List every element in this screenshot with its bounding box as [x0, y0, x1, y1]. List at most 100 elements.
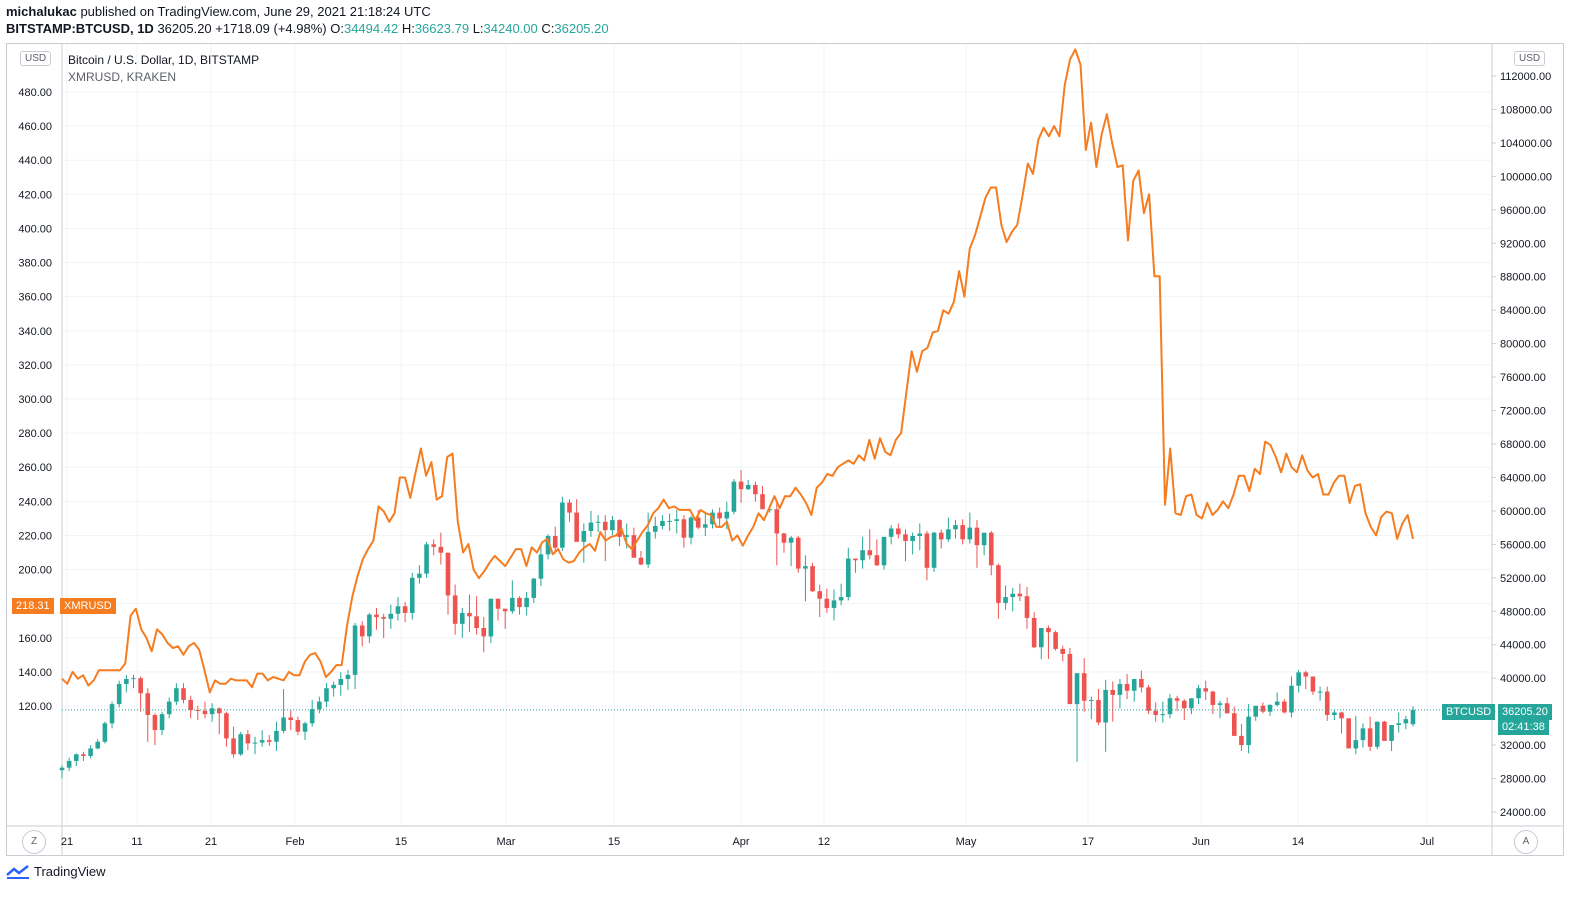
candle-body — [1181, 700, 1187, 709]
candle-body — [803, 566, 808, 569]
candle-body — [745, 484, 751, 490]
candle-body — [1239, 735, 1244, 746]
candle-body — [231, 738, 236, 755]
candle-body — [531, 578, 537, 598]
candle-body — [1046, 628, 1051, 633]
btc-candle — [181, 683, 186, 704]
btc-candle — [95, 739, 101, 750]
candle-body — [1253, 705, 1259, 717]
price-change: +1718.09 (+4.98%) — [215, 21, 327, 36]
btc-candle — [331, 681, 336, 697]
btc-candle — [138, 676, 143, 712]
candle-body — [402, 606, 408, 613]
right-tick-label: 92000.00 — [1500, 238, 1546, 250]
candle-body — [1360, 728, 1366, 741]
btc-candle — [581, 523, 587, 563]
btc-candle — [1253, 705, 1259, 721]
candle-body — [1153, 710, 1158, 715]
btc-candle — [574, 499, 579, 542]
btc-candle — [1081, 658, 1087, 712]
btc-candle — [731, 479, 737, 515]
close-value: 36205.20 — [554, 21, 609, 36]
candle-body — [1374, 721, 1380, 747]
candle-body — [1282, 701, 1287, 713]
time-tick-label: Jun — [1192, 836, 1210, 848]
btc-candle — [152, 713, 158, 746]
btc-candle — [974, 520, 980, 568]
grid-lines — [62, 44, 1492, 826]
btc-candle — [617, 519, 622, 547]
btc-candle — [238, 731, 244, 756]
time-tick-label: Apr — [732, 836, 749, 848]
candle-body — [116, 684, 122, 705]
left-unit-label[interactable]: USD — [20, 51, 52, 66]
btc-name-badge: BTCUSD — [1442, 704, 1496, 720]
author-name[interactable]: michalukac — [6, 4, 77, 19]
candle-body — [452, 595, 458, 624]
btc-candle — [788, 536, 794, 567]
footer-brand[interactable]: TradingView — [34, 864, 106, 879]
btc-candle — [946, 517, 951, 542]
candle-body — [774, 509, 780, 534]
btc-candle — [145, 688, 151, 742]
tradingview-logo-icon[interactable] — [6, 864, 30, 879]
candle-body — [860, 550, 865, 561]
candle-body — [781, 533, 787, 543]
btc-candle — [1174, 695, 1180, 711]
candle-body — [181, 688, 186, 700]
btc-candle — [917, 523, 923, 551]
candle-body — [345, 674, 351, 680]
auto-scale-button[interactable]: A — [1514, 830, 1538, 854]
btc-candle — [1160, 701, 1166, 723]
btc-candle — [1167, 694, 1173, 719]
candle-body — [495, 598, 501, 609]
btc-candle — [252, 736, 258, 755]
btc-candle — [638, 551, 644, 566]
btc-candle — [1060, 645, 1066, 662]
candle-body — [1382, 721, 1387, 741]
candle-body — [931, 532, 937, 568]
candle-body — [1017, 593, 1023, 597]
candle-body — [845, 558, 851, 598]
btc-candle — [1096, 689, 1101, 726]
btc-candle — [1046, 625, 1051, 659]
right-unit-label[interactable]: USD — [1514, 51, 1546, 66]
btc-candle — [1038, 628, 1044, 659]
btc-candle — [1139, 670, 1144, 693]
legend-xmr[interactable]: XMRUSD, KRAKEN — [68, 70, 177, 84]
time-tick-label: 15 — [608, 836, 620, 848]
btc-candle — [610, 515, 615, 536]
btc-candle — [1196, 684, 1201, 705]
candle-body — [896, 528, 901, 535]
high-label: H: — [401, 21, 415, 36]
btc-candle — [595, 515, 601, 532]
btc-value-badge: 36205.20 — [1498, 704, 1552, 720]
btc-candle — [216, 707, 222, 735]
candle-body — [1389, 725, 1394, 741]
btc-candle — [281, 689, 286, 734]
time-tick-label: 21 — [61, 836, 73, 848]
candle-body — [831, 600, 837, 608]
candle-body — [703, 524, 708, 528]
btc-candle — [1074, 673, 1080, 762]
btc-candle — [1353, 715, 1359, 755]
candle-body — [974, 527, 980, 546]
symbol-label: BITSTAMP:BTCUSD, 1D — [6, 21, 154, 36]
candle-body — [617, 520, 622, 537]
legend-btc[interactable]: Bitcoin / U.S. Dollar, 1D, BITSTAMP — [68, 53, 260, 67]
btc-candle — [853, 558, 858, 573]
btc-candle — [1231, 706, 1237, 736]
candle-body — [1246, 716, 1251, 746]
zoom-toggle-button[interactable]: Z — [22, 830, 46, 854]
candle-body — [281, 717, 286, 731]
right-price-axis: 112000.00 108000.00 104000.00 100000.00 9600… — [1492, 71, 1552, 819]
candle-body — [888, 528, 894, 537]
btc-candle — [1282, 699, 1287, 714]
btc-candle — [881, 536, 887, 570]
btc-candle — [388, 604, 394, 629]
btc-candle — [202, 701, 208, 719]
btc-candle — [1296, 669, 1301, 693]
candle-body — [288, 717, 294, 720]
candle-body — [960, 525, 965, 540]
